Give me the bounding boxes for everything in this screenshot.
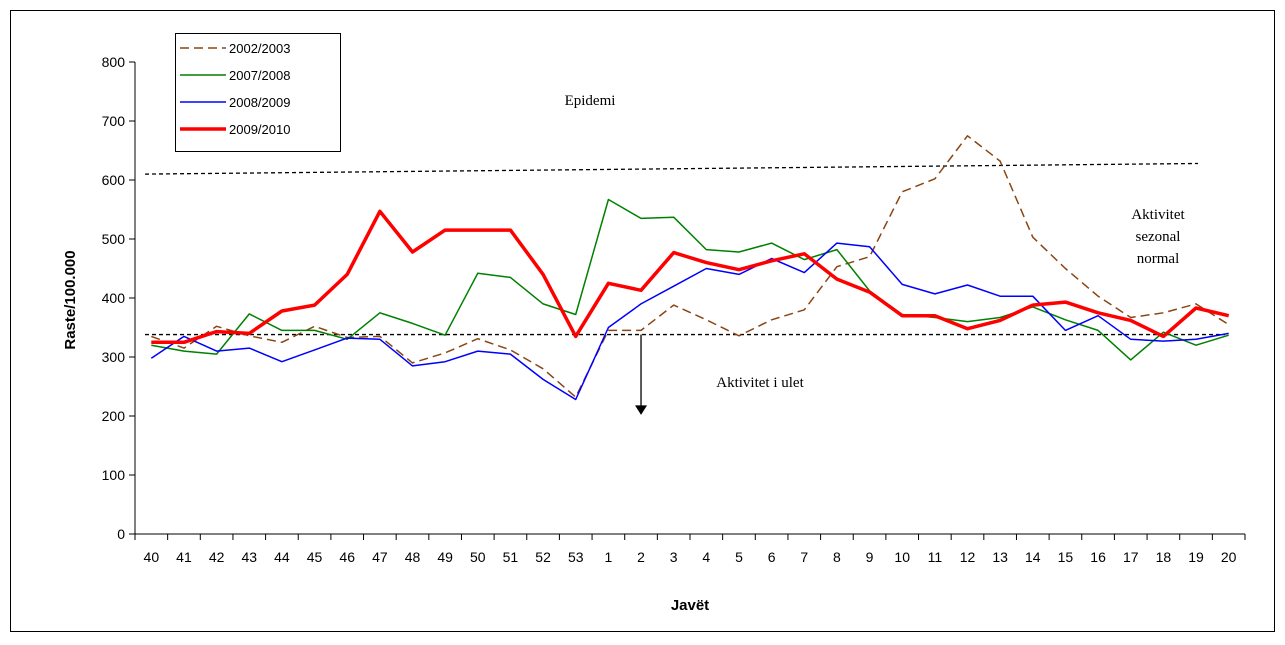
x-tick-label: 2 <box>637 549 645 565</box>
legend-entry-label: 2002/2003 <box>229 41 290 56</box>
x-tick-label: 40 <box>144 549 160 565</box>
y-tick-label: 0 <box>117 526 125 542</box>
x-tick-label: 18 <box>1156 549 1172 565</box>
arrow-layer <box>635 334 648 415</box>
x-tick-label: 52 <box>535 549 551 565</box>
legend-entry-label: 2009/2010 <box>229 122 290 137</box>
x-tick-label: 11 <box>928 549 943 565</box>
y-axis-title: Raste/100.000 <box>62 250 79 349</box>
y-tick-label: 300 <box>102 349 126 365</box>
x-tick-label: 53 <box>568 549 584 565</box>
series-line-2009-2010 <box>151 209 1230 345</box>
x-tick-label: 51 <box>503 549 519 565</box>
y-tick-label: 400 <box>102 290 126 306</box>
series-layer <box>150 135 1230 401</box>
x-tick-label: 12 <box>960 549 976 565</box>
x-tick-label: 46 <box>339 549 355 565</box>
x-tick-label: 19 <box>1188 549 1204 565</box>
x-tick-label: 4 <box>702 549 710 565</box>
y-tick-label: 700 <box>102 113 126 129</box>
x-tick-label: 20 <box>1221 549 1237 565</box>
legend: 2002/2003 2007/2008 2008/2009 2009/2010 <box>175 33 341 152</box>
y-tick-label: 100 <box>102 467 126 483</box>
x-tick-label: 13 <box>992 549 1008 565</box>
x-tick-label: 50 <box>470 549 486 565</box>
x-tick-label: 45 <box>307 549 323 565</box>
x-tick-label: 3 <box>670 549 678 565</box>
x-tick-label: 8 <box>833 549 841 565</box>
y-tick-label: 200 <box>102 408 126 424</box>
annotation-low-activity: Aktivitet i ulet <box>716 375 804 391</box>
legend-entry-label: 2008/2009 <box>229 95 290 110</box>
x-tick-label: 9 <box>866 549 874 565</box>
legend-box <box>175 33 341 152</box>
reference-line-epidemic <box>144 162 1199 175</box>
y-tick-label: 800 <box>102 54 126 70</box>
annotation-seasonal-line1: Aktivitet <box>1131 207 1185 223</box>
x-tick-label: 1 <box>604 549 612 565</box>
series-line-2002-2003 <box>151 135 1230 398</box>
annotation-seasonal-line2: sezonal <box>1136 229 1181 245</box>
legend-entry-label: 2007/2008 <box>229 68 290 83</box>
arrow-head <box>635 405 648 415</box>
annotation-epidemic: Epidemi <box>565 93 616 109</box>
x-tick-label: 48 <box>405 549 421 565</box>
x-tick-label: 10 <box>894 549 910 565</box>
x-tick-label: 49 <box>437 549 453 565</box>
x-tick-label: 16 <box>1090 549 1106 565</box>
x-tick-label: 47 <box>372 549 388 565</box>
y-tick-label: 600 <box>102 172 126 188</box>
x-tick-label: 43 <box>241 549 257 565</box>
annotation-seasonal-line3: normal <box>1137 251 1180 267</box>
x-tick-label: 41 <box>176 549 192 565</box>
series-line-2008-2009 <box>150 242 1229 401</box>
x-tick-label: 17 <box>1123 549 1139 565</box>
x-tick-label: 7 <box>800 549 808 565</box>
y-tick-label: 500 <box>102 231 126 247</box>
x-tick-label: 44 <box>274 549 290 565</box>
x-tick-label: 42 <box>209 549 225 565</box>
x-tick-label: 6 <box>768 549 776 565</box>
x-axis-title: Javët <box>671 597 709 614</box>
x-tick-label: 15 <box>1058 549 1074 565</box>
x-tick-label: 14 <box>1025 549 1041 565</box>
reference-lines <box>144 162 1225 336</box>
x-tick-label: 5 <box>735 549 743 565</box>
